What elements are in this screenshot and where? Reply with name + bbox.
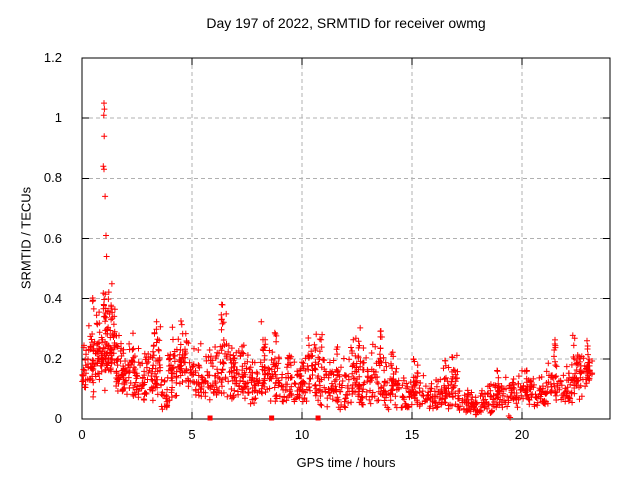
event-square-markers: [207, 415, 321, 421]
y-tick-label: 0.6: [43, 230, 62, 246]
y-tick-label: 1.2: [43, 50, 62, 65]
scatter-points: [79, 100, 596, 421]
event-square: [315, 415, 321, 421]
x-tick-label: 0: [78, 427, 86, 442]
y-tick-label: 1: [54, 110, 62, 126]
x-tick-label: 15: [404, 427, 420, 442]
event-square: [269, 415, 275, 421]
event-square: [207, 415, 213, 421]
x-tick-label: 10: [294, 427, 310, 442]
y-tick-label: 0.8: [43, 170, 62, 186]
srmtid-plus-markers: [79, 100, 596, 421]
y-tick-label: 0: [54, 411, 62, 426]
axis-ticks: [81, 57, 610, 420]
x-axis-label: GPS time / hours: [296, 455, 396, 470]
x-tick-label: 5: [188, 427, 196, 442]
x-tick-label: 20: [514, 427, 530, 442]
y-tick-label: 0.4: [43, 290, 62, 306]
chart-title: Day 197 of 2022, SRMTID for receiver owm…: [206, 15, 486, 31]
y-tick-label: 0.2: [43, 350, 62, 366]
